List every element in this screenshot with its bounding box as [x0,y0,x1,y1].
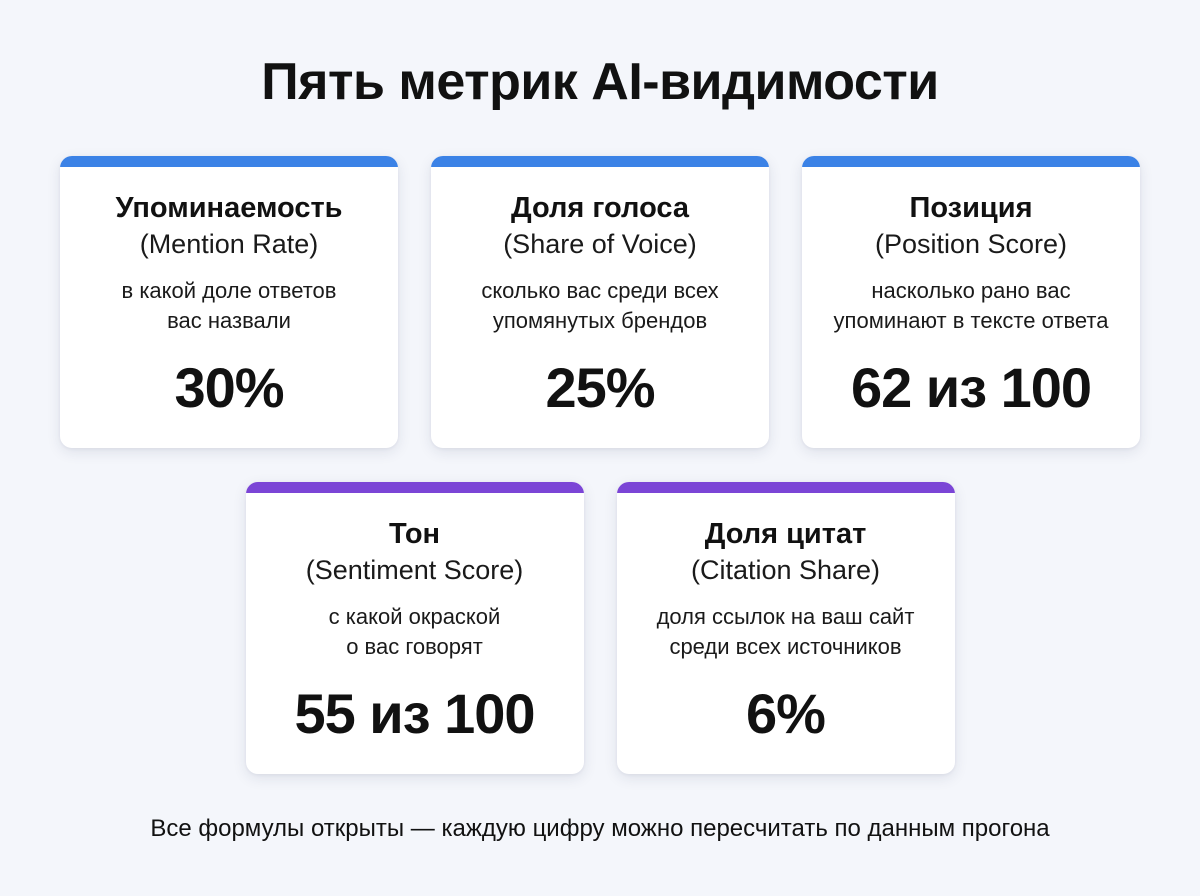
card-description: насколько рано вас упоминают в тексте от… [802,276,1140,336]
card-description-line: доля ссылок на ваш сайт [656,604,915,629]
metrics-row-top: Упоминаемость (Mention Rate) в какой дол… [0,156,1200,448]
card-title: Тон [388,518,441,550]
card-title: Доля цитат [704,518,867,550]
metric-card-share-of-voice: Доля голоса (Share of Voice) сколько вас… [431,156,769,448]
card-subtitle: (Mention Rate) [139,229,319,259]
card-subtitle: (Share of Voice) [503,229,697,259]
card-title: Доля голоса [510,192,690,224]
card-subtitle: (Citation Share) [690,555,881,585]
card-description-line: с какой окраской [328,604,501,629]
card-description: с какой окраской о вас говорят [246,602,584,662]
card-accent-bar [60,156,398,167]
card-value: 62 из 100 [850,356,1092,419]
card-description-line: насколько рано вас [871,278,1071,303]
card-description: доля ссылок на ваш сайт среди всех источ… [617,602,955,662]
metrics-row-bottom: Тон (Sentiment Score) с какой окраской о… [0,482,1200,774]
page-title: Пять метрик AI-видимости [261,53,939,111]
metric-card-citation-share: Доля цитат (Citation Share) доля ссылок … [616,482,955,774]
card-accent-bar [431,156,769,167]
card-description-line: о вас говорят [346,634,483,659]
card-value: 55 из 100 [294,682,535,745]
card-title: Упоминаемость [115,192,343,224]
card-description-line: вас назвали [167,308,291,333]
metric-card-sentiment-score: Тон (Sentiment Score) с какой окраской о… [245,482,584,774]
card-accent-bar [802,156,1140,167]
footer-note: Все формулы открыты — каждую цифру можно… [150,815,1050,842]
card-value: 6% [746,682,826,745]
card-accent-bar [616,482,955,493]
metric-card-position-score: Позиция (Position Score) насколько рано … [802,156,1140,448]
card-description: в какой доле ответов вас назвали [60,276,398,336]
card-description-line: сколько вас среди всех [481,278,719,303]
card-description-line: среди всех источников [669,634,902,659]
card-description-line: в какой доле ответов [121,278,337,303]
card-subtitle: (Sentiment Score) [305,555,524,585]
card-subtitle: (Position Score) [874,229,1068,259]
card-title: Позиция [909,192,1033,224]
card-value: 30% [174,356,284,419]
card-description-line: упоминают в тексте ответа [833,308,1109,333]
card-description: сколько вас среди всех упомянутых брендо… [431,276,769,336]
card-value: 25% [545,356,655,419]
card-description-line: упомянутых брендов [492,308,708,333]
metric-card-mention-rate: Упоминаемость (Mention Rate) в какой дол… [60,156,398,448]
card-accent-bar [245,482,584,493]
